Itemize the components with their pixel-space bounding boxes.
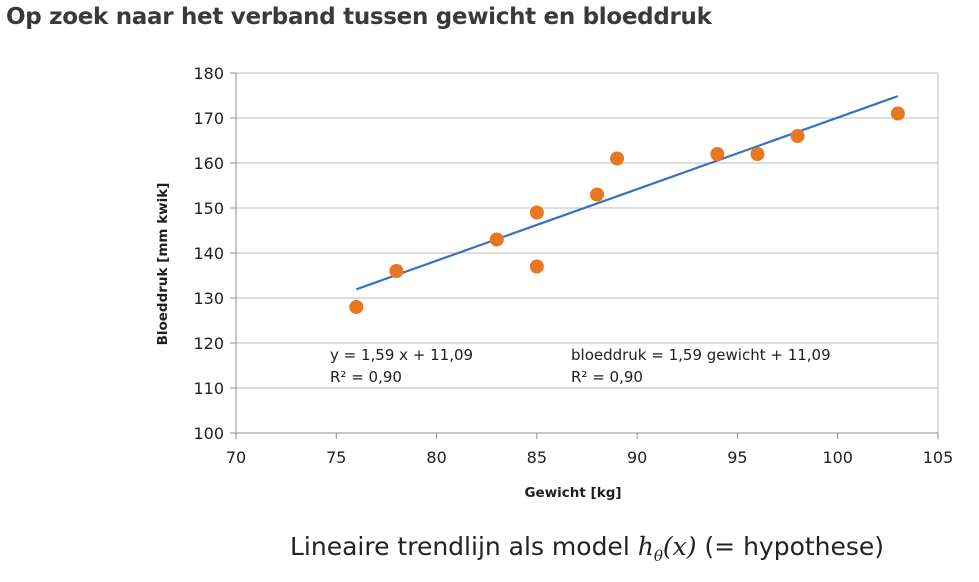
data-points: [349, 106, 905, 314]
y-axis-title: Bloeddruk [mm kwik]: [155, 183, 171, 346]
x-tick-label-100: 100: [822, 448, 853, 467]
x-tick-label-95: 95: [727, 448, 747, 467]
data-point-0-0: [349, 300, 364, 314]
y-tick-label-150: 150: [193, 199, 224, 218]
caption-suffix: (= hypothese): [704, 532, 885, 561]
y-tick-label-110: 110: [193, 379, 224, 398]
y-tick-label-160: 160: [193, 154, 224, 173]
data-point-0-5: [590, 187, 605, 202]
caption-model-h: h: [637, 532, 654, 561]
data-point-0-2: [489, 232, 504, 247]
caption-text: Lineaire trendlijn als model: [290, 532, 630, 561]
y-tick-label-120: 120: [193, 334, 224, 353]
caption-model-arg: (x): [662, 532, 697, 561]
data-point-0-9: [790, 129, 805, 143]
caption-model: hθ(x): [637, 532, 697, 565]
x-tick-label-105: 105: [923, 448, 954, 467]
y-tick-label-130: 130: [193, 289, 224, 308]
data-point-0-3: [529, 205, 544, 220]
x-axis-ticks: 70 75 80 85 90 95 100 105: [226, 448, 953, 467]
page-title: Op zoek naar het verband tussen gewicht …: [6, 4, 712, 30]
data-point-0-7: [710, 147, 725, 161]
trend-equation-label: y = 1,59 x + 11,09: [330, 346, 473, 364]
y-tick-label-140: 140: [193, 244, 224, 263]
y-tick-label-170: 170: [193, 109, 224, 128]
data-point-0-8: [750, 147, 765, 161]
trendline: [355, 95, 899, 291]
trend-equation-named-label: bloeddruk = 1,59 gewicht + 11,09: [571, 346, 831, 364]
x-tick-label-90: 90: [627, 448, 647, 467]
trendline-layer: [355, 95, 899, 291]
y-tick-label-180: 180: [193, 64, 224, 83]
figure-caption: Lineaire trendlijn als model hθ(x) (= hy…: [290, 532, 884, 565]
axes: [230, 72, 939, 439]
x-tick-label-75: 75: [326, 448, 346, 467]
data-point-0-10: [890, 106, 905, 121]
data-point-0-4: [529, 259, 544, 274]
x-tick-label-85: 85: [527, 448, 547, 467]
data-point-0-6: [610, 151, 625, 166]
y-axis-ticks: 100 110 120 130 140 150 160 170 180: [193, 64, 224, 443]
r-squared-named-label: R² = 0,90: [571, 368, 643, 386]
x-tick-label-80: 80: [426, 448, 446, 467]
x-axis-title: Gewicht [kg]: [524, 485, 621, 501]
data-point-0-1: [389, 264, 404, 278]
y-tick-label-100: 100: [193, 424, 224, 443]
r-squared-label: R² = 0,90: [330, 368, 402, 386]
caption-model-subscript: θ: [653, 547, 663, 565]
x-tick-label-70: 70: [226, 448, 246, 467]
